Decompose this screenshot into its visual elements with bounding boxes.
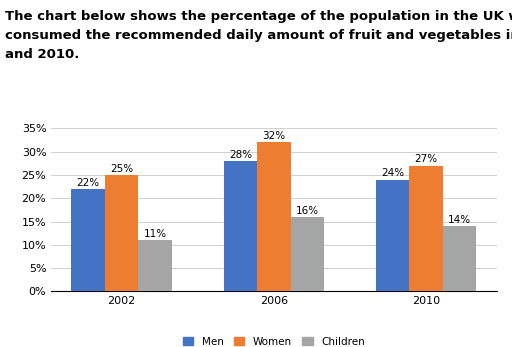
Legend: Men, Women, Children: Men, Women, Children [179, 332, 369, 347]
Text: 24%: 24% [381, 168, 404, 178]
Text: 22%: 22% [77, 178, 100, 188]
Bar [291, 217, 324, 291]
Bar [72, 189, 105, 291]
Bar [376, 180, 410, 291]
Text: 28%: 28% [229, 150, 252, 160]
Bar [224, 161, 257, 291]
Text: 14%: 14% [448, 215, 471, 225]
Text: 16%: 16% [296, 205, 319, 215]
Text: 25%: 25% [110, 163, 133, 174]
Bar [410, 166, 443, 291]
Text: 32%: 32% [262, 131, 286, 141]
Bar [105, 175, 138, 291]
Bar [257, 142, 291, 291]
Text: The chart below shows the percentage of the population in the UK who
consumed th: The chart below shows the percentage of … [5, 10, 512, 61]
Bar [138, 240, 172, 291]
Text: 27%: 27% [415, 154, 438, 164]
Bar [443, 226, 476, 291]
Text: 11%: 11% [143, 229, 167, 239]
